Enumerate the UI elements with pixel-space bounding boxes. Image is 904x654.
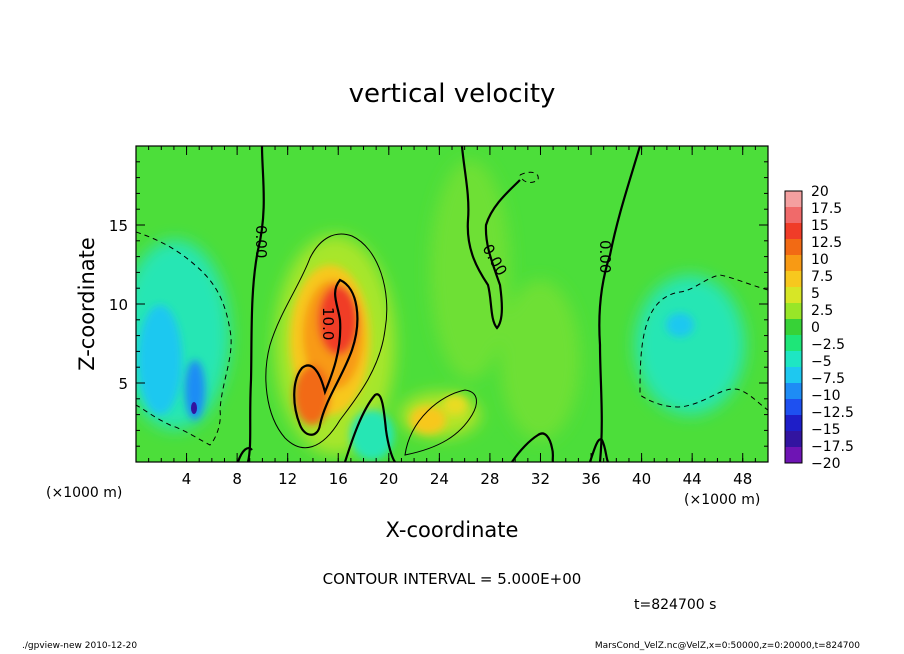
colorbar-swatch <box>785 383 802 400</box>
x-axis-label: X-coordinate <box>386 518 519 542</box>
colorbar-frame <box>784 190 803 464</box>
x-tick-label: 36 <box>581 470 600 488</box>
plot-area <box>136 146 768 462</box>
colorbar-swatch <box>785 223 802 240</box>
x-tick-label: 32 <box>531 470 550 488</box>
contour-label-b: 10.0 <box>319 307 337 340</box>
colorbar-swatch <box>785 271 802 288</box>
x-tick-label: 20 <box>379 470 398 488</box>
colorbar-label: −15 <box>811 422 841 438</box>
colorbar-swatch <box>785 335 802 352</box>
colorbar-label: −10 <box>811 388 841 404</box>
colorbar-swatch <box>785 351 802 368</box>
contours-10 <box>293 278 359 436</box>
x-tick-label: 40 <box>632 470 651 488</box>
y-tick-label: 10 <box>109 296 128 314</box>
colorbar-label: 10 <box>811 252 829 268</box>
colorbar-swatch <box>785 255 802 272</box>
colorbar-label: −7.5 <box>811 371 845 387</box>
x-tick-label: 4 <box>182 470 192 488</box>
colorbar-label: −20 <box>811 456 841 472</box>
colorbar-swatch <box>785 415 802 432</box>
footer-right: MarsCond_VelZ.nc@VelZ,x=0:50000,z=0:2000… <box>594 641 860 651</box>
colorbar-label: −5 <box>811 354 832 370</box>
y-axis-label: Z-coordinate <box>75 237 99 371</box>
colorbar-label: 7.5 <box>811 269 833 285</box>
colorbar-label: 17.5 <box>811 201 842 217</box>
colorbar-swatch <box>785 431 802 448</box>
colorbar-swatch <box>785 207 802 224</box>
colorbar-label: 15 <box>811 218 829 234</box>
x-tick-label: 12 <box>278 470 297 488</box>
colorbar-label: 12.5 <box>811 235 842 251</box>
x-tick-label: 44 <box>683 470 702 488</box>
field-downdraft-core <box>191 402 197 414</box>
x-unit-left: (×1000 m) <box>46 485 122 501</box>
colorbar-swatch <box>785 367 802 384</box>
y-tick-label: 15 <box>109 217 128 235</box>
x-tick-label: 48 <box>733 470 752 488</box>
x-tick-label: 28 <box>480 470 499 488</box>
y-tick-label: 5 <box>118 375 128 393</box>
contour-interval-text: CONTOUR INTERVAL = 5.000E+00 <box>323 570 582 588</box>
colorbar-swatch <box>785 447 802 464</box>
zero-contours <box>236 146 642 462</box>
colorbar-label: 20 <box>811 184 829 200</box>
colorbar-swatch <box>785 287 802 304</box>
contour-label-d: 0.00 <box>596 240 614 273</box>
colorbar-swatch <box>785 399 802 416</box>
colorbar: 2017.51512.5107.552.50−2.5−5−7.5−10−12.5… <box>784 184 854 472</box>
time-text: t=824700 s <box>634 597 716 613</box>
footer-left: ./gpview-new 2010-12-20 <box>22 641 138 651</box>
colorbar-label: 2.5 <box>811 303 833 319</box>
x-tick-label: 8 <box>232 470 242 488</box>
colorbar-swatch <box>785 303 802 320</box>
colorbar-swatch <box>785 319 802 336</box>
colorbar-label: −2.5 <box>811 337 845 353</box>
colorbar-label: −17.5 <box>811 439 854 455</box>
contours-5 <box>265 233 477 456</box>
x-unit-right: (×1000 m) <box>684 492 760 508</box>
colorbar-label: 5 <box>811 286 820 302</box>
colorbar-label: −12.5 <box>811 405 854 421</box>
contour-label-a: 0.00 <box>252 225 270 258</box>
x-tick-label: 24 <box>430 470 449 488</box>
colorbar-swatch <box>785 191 802 208</box>
colorbar-label: 0 <box>811 320 820 336</box>
chart-title: vertical velocity <box>349 79 556 109</box>
colorbar-swatch <box>785 239 802 256</box>
negative-contours <box>136 171 768 446</box>
x-tick-label: 16 <box>329 470 348 488</box>
